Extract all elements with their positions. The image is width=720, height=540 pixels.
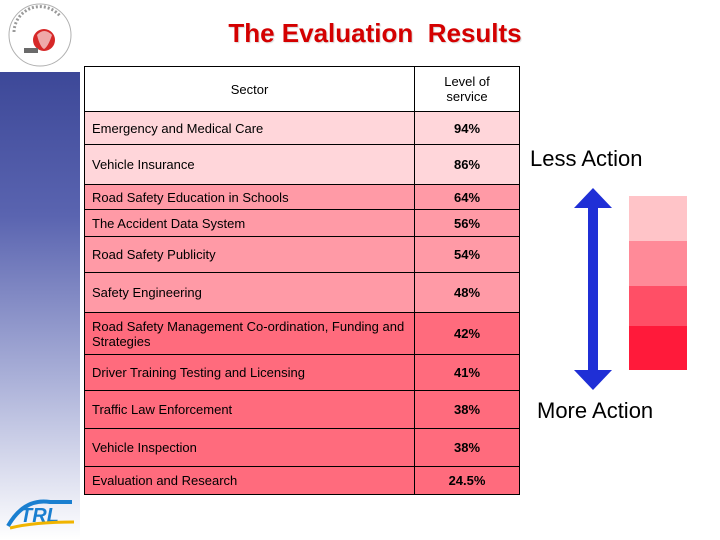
sector-cell: Safety Engineering [84,272,415,313]
level-cell: 42% [414,312,520,355]
level-cell: 41% [414,354,520,391]
header-level-of-service: Level of service [414,66,520,112]
level-cell: 94% [414,111,520,145]
table-row: Driver Training Testing and Licensing 41… [84,354,520,391]
sector-cell: Traffic Law Enforcement [84,390,415,429]
level-cell: 56% [414,209,520,237]
more-action-label: More Action [537,398,654,423]
page-title: The Evaluation Results [228,18,522,48]
table-row: Vehicle Inspection 38% [84,428,520,467]
level-cell: 86% [414,144,520,185]
sector-cell: Road Safety Publicity [84,236,415,273]
header-sector: Sector [84,66,415,112]
emblem-icon [8,3,72,67]
level-cell: 38% [414,428,520,467]
less-action-label: Less Action [530,146,643,171]
table-header-row: Sector Level of service [84,66,520,112]
scale-swatch-1 [629,196,687,241]
left-decorative-bar [0,0,80,540]
table-row: Road Safety Publicity 54% [84,236,520,273]
top-logo [0,0,80,72]
table-row: Safety Engineering 48% [84,272,520,313]
scale-swatch-3 [629,286,687,326]
trl-logo-icon: TRL [6,499,75,530]
table-row: Traffic Law Enforcement 38% [84,390,520,429]
table-row: Road Safety Education in Schools 64% [84,184,520,210]
sector-cell: Road Safety Education in Schools [84,184,415,210]
sector-cell: Road Safety Management Co-ordination, Fu… [84,312,415,355]
table-row: Evaluation and Research 24.5% [84,466,520,495]
level-cell: 24.5% [414,466,520,495]
table-row: The Accident Data System 56% [84,209,520,237]
level-cell: 38% [414,390,520,429]
sector-cell: Vehicle Insurance [84,144,415,185]
sector-cell: Vehicle Inspection [84,428,415,467]
sector-cell: Evaluation and Research [84,466,415,495]
table-row: Emergency and Medical Care 94% [84,111,520,145]
level-cell: 54% [414,236,520,273]
scale-swatch-2 [629,241,687,286]
sector-cell: The Accident Data System [84,209,415,237]
level-cell: 64% [414,184,520,210]
results-table: Sector Level of service Emergency and Me… [84,66,520,495]
table-row: Vehicle Insurance 86% [84,144,520,185]
scale-swatch-4 [629,326,687,370]
level-cell: 48% [414,272,520,313]
table-row: Road Safety Management Co-ordination, Fu… [84,312,520,355]
double-arrow-icon [574,188,612,390]
sector-cell: Driver Training Testing and Licensing [84,354,415,391]
sector-cell: Emergency and Medical Care [84,111,415,145]
